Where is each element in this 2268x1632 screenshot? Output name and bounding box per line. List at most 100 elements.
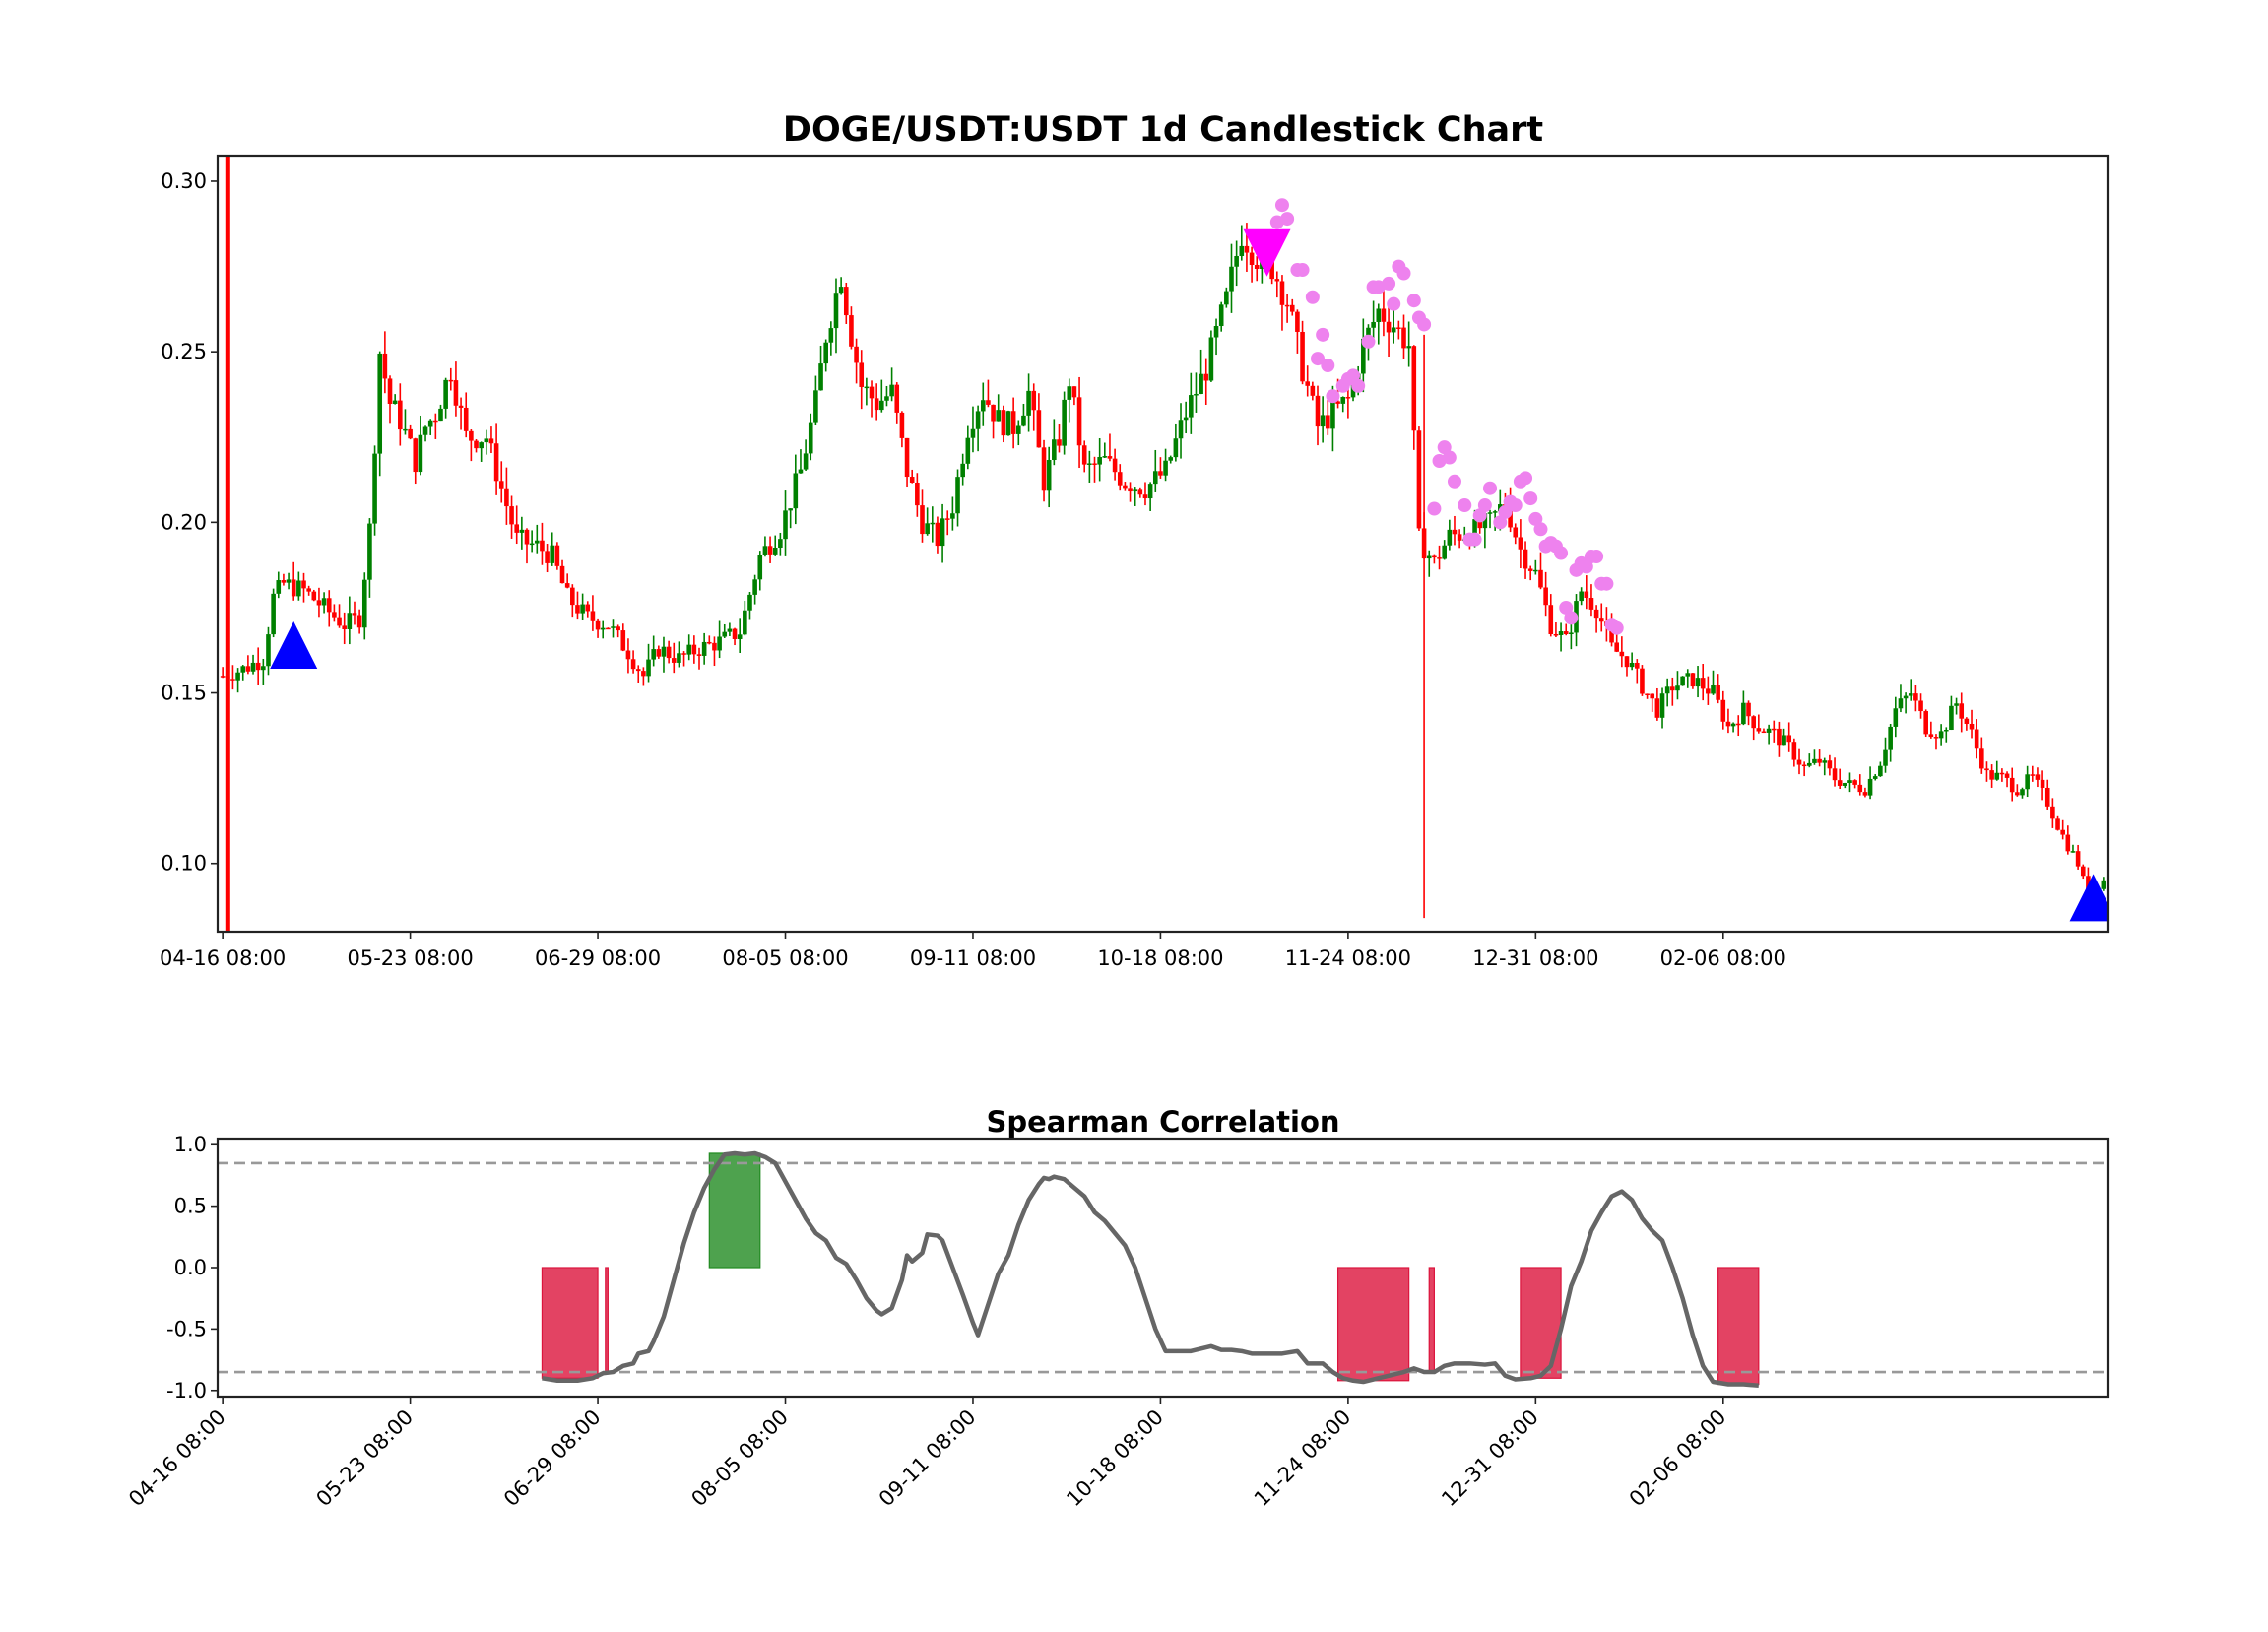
- candle-body: [2070, 851, 2076, 853]
- candle-body: [1391, 327, 1396, 333]
- candle-body: [1142, 494, 1148, 499]
- candle-body: [1609, 625, 1614, 643]
- candle-body: [1203, 373, 1209, 381]
- negative-signal-region: [1520, 1267, 1562, 1379]
- candle-body: [1664, 686, 1670, 694]
- candle-body: [1650, 693, 1655, 699]
- candle-body: [666, 646, 672, 659]
- candle-body: [1974, 729, 1979, 749]
- candle-body: [1949, 705, 1954, 731]
- candle-body: [1989, 770, 1994, 780]
- candle-body: [1381, 308, 1387, 322]
- candle-body: [2040, 779, 2045, 788]
- candle-body: [311, 591, 317, 601]
- candle-body: [545, 551, 550, 563]
- candle-body: [361, 579, 367, 628]
- candle-body: [1310, 385, 1316, 396]
- candle-body: [2025, 774, 2030, 790]
- candle-body: [1152, 471, 1158, 485]
- candle-body: [671, 658, 677, 663]
- candle-body: [611, 626, 616, 628]
- candle-body: [1527, 568, 1533, 571]
- spearman-line: [542, 1150, 1760, 1389]
- candle-body: [448, 379, 454, 382]
- candle-body: [321, 598, 327, 606]
- candle-body: [1730, 723, 1736, 727]
- candle-body: [372, 453, 377, 524]
- candle-body: [332, 612, 337, 618]
- candle-body: [1102, 456, 1108, 458]
- candle-body: [276, 580, 282, 594]
- candle-body: [1183, 417, 1189, 421]
- candle-body: [479, 442, 484, 449]
- candle-body: [707, 641, 712, 644]
- buy-signal-marker: [2069, 874, 2108, 922]
- candle-body: [1903, 695, 1909, 699]
- signal-dot: [1295, 263, 1310, 278]
- candle-body: [377, 353, 383, 454]
- candle-body: [2035, 774, 2041, 780]
- candle-body: [1482, 513, 1488, 529]
- candle-body: [529, 543, 535, 546]
- candle-body: [1026, 390, 1031, 416]
- candle-body: [1518, 537, 1523, 550]
- signal-dot: [1609, 620, 1624, 635]
- candle-body: [1761, 731, 1767, 734]
- candle-body: [1741, 702, 1746, 725]
- candle-body: [950, 513, 955, 519]
- candle-body: [1147, 484, 1153, 499]
- candle-body: [580, 604, 585, 614]
- candle-body: [681, 653, 686, 655]
- candle-body: [930, 522, 936, 525]
- candle-body: [1994, 772, 2000, 780]
- candle-body: [1492, 511, 1498, 513]
- x-tick-label: 02-06 08:00: [1625, 1405, 1731, 1512]
- candle-body: [778, 539, 783, 548]
- candle-body: [1021, 415, 1026, 426]
- candle-body: [1442, 545, 1447, 559]
- candle-body: [960, 463, 965, 478]
- candle-body: [1543, 587, 1548, 606]
- candle-body: [261, 666, 266, 671]
- candle-body: [1862, 792, 1868, 796]
- candle-body: [2009, 777, 2015, 793]
- candle-body: [1569, 632, 1574, 635]
- negative-signal-region: [605, 1267, 609, 1373]
- candle-body: [1249, 252, 1255, 265]
- candle-body: [1538, 569, 1543, 588]
- candle-body: [727, 628, 733, 632]
- candle-body: [630, 659, 636, 670]
- candle-body: [722, 631, 728, 637]
- candle-body: [453, 380, 459, 406]
- candle-body: [641, 671, 646, 677]
- x-tick-label: 11-24 08:00: [1285, 947, 1411, 970]
- candle-body: [347, 613, 353, 629]
- candle-body: [291, 579, 296, 597]
- candle-body: [433, 420, 438, 423]
- candle-body: [1680, 676, 1685, 686]
- candle-body: [616, 626, 620, 631]
- signal-dot: [1326, 389, 1340, 404]
- candle-body: [1371, 321, 1376, 328]
- candle-body: [554, 545, 560, 566]
- candle-body: [484, 438, 489, 443]
- candle-body: [1893, 708, 1899, 727]
- candle-body: [1928, 734, 1934, 738]
- correlation-axes: -1.0 -0.5 0.0 0.5 1.0 04-16 08:00 05-23 08:00 0…: [124, 1133, 2110, 1512]
- candle-body: [732, 628, 738, 639]
- candle-body: [1801, 764, 1807, 767]
- candle-body: [1685, 673, 1691, 677]
- candle-body: [1598, 618, 1604, 622]
- signal-dot: [1523, 491, 1538, 506]
- candle-body: [463, 407, 469, 431]
- candle-body: [1457, 534, 1462, 541]
- candle-body: [1548, 605, 1554, 634]
- signal-dot: [1559, 600, 1574, 615]
- candle-body: [874, 398, 879, 411]
- x-tick-label: 10-18 08:00: [1062, 1405, 1168, 1512]
- candle-body: [392, 400, 398, 405]
- x-tick-label: 11-24 08:00: [1250, 1405, 1356, 1512]
- candle-body: [1194, 393, 1199, 396]
- candle-body: [1852, 780, 1857, 785]
- x-tick-label: 05-23 08:00: [347, 947, 473, 970]
